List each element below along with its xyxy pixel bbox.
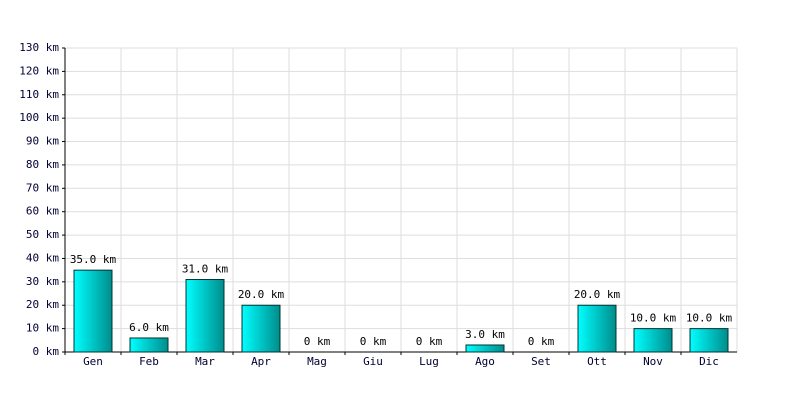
x-tick-label: Dic bbox=[699, 355, 719, 368]
y-tick-label: 80 km bbox=[26, 158, 59, 171]
bar bbox=[465, 344, 505, 353]
bar bbox=[129, 337, 169, 353]
x-tick-label: Mar bbox=[195, 355, 215, 368]
y-tick-label: 70 km bbox=[26, 181, 59, 194]
x-tick-label: Nov bbox=[643, 355, 663, 368]
y-tick-label: 90 km bbox=[26, 135, 59, 148]
x-tick-label: Mag bbox=[307, 355, 327, 368]
data-label: 6.0 km bbox=[129, 321, 169, 334]
data-label: 0 km bbox=[360, 335, 387, 348]
y-tick-label: 0 km bbox=[33, 345, 60, 358]
y-tick-label: 100 km bbox=[19, 111, 59, 124]
x-tick-label: Gen bbox=[83, 355, 103, 368]
y-tick-label: 130 km bbox=[19, 41, 59, 54]
data-label: 0 km bbox=[416, 335, 443, 348]
y-tick-label: 60 km bbox=[26, 205, 59, 218]
bar bbox=[241, 304, 281, 353]
data-label: 20.0 km bbox=[238, 288, 285, 301]
x-tick-label: Set bbox=[531, 355, 551, 368]
bar bbox=[577, 304, 617, 353]
data-label: 20.0 km bbox=[574, 288, 621, 301]
y-tick-label: 30 km bbox=[26, 275, 59, 288]
data-label: 10.0 km bbox=[686, 312, 733, 325]
bar bbox=[185, 279, 225, 353]
x-tick-label: Lug bbox=[419, 355, 439, 368]
data-label: 35.0 km bbox=[70, 253, 117, 266]
x-tick-label: Feb bbox=[139, 355, 159, 368]
x-tick-label: Giu bbox=[363, 355, 383, 368]
y-tick-label: 50 km bbox=[26, 228, 59, 241]
data-label: 0 km bbox=[528, 335, 555, 348]
x-tick-label: Apr bbox=[251, 355, 271, 368]
y-tick-label: 120 km bbox=[19, 64, 59, 77]
data-label: 31.0 km bbox=[182, 263, 229, 276]
bar bbox=[689, 328, 729, 353]
y-tick-label: 40 km bbox=[26, 251, 59, 264]
y-tick-label: 110 km bbox=[19, 88, 59, 101]
data-label: 10.0 km bbox=[630, 312, 677, 325]
bar bbox=[73, 269, 113, 353]
y-tick-label: 10 km bbox=[26, 322, 59, 335]
y-tick-label: 20 km bbox=[26, 298, 59, 311]
data-label: 3.0 km bbox=[465, 328, 505, 341]
x-tick-label: Ott bbox=[587, 355, 607, 368]
x-tick-label: Ago bbox=[475, 355, 495, 368]
bar bbox=[633, 328, 673, 353]
data-label: 0 km bbox=[304, 335, 331, 348]
